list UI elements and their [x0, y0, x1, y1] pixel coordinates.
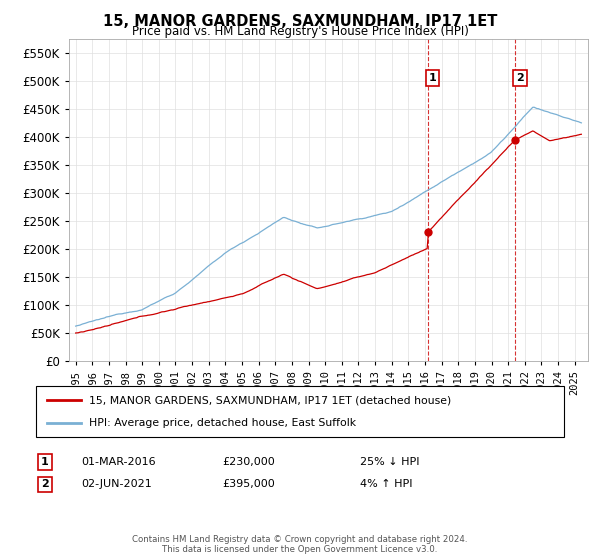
Text: HPI: Average price, detached house, East Suffolk: HPI: Average price, detached house, East… — [89, 418, 356, 428]
Text: 25% ↓ HPI: 25% ↓ HPI — [360, 457, 419, 467]
FancyBboxPatch shape — [36, 386, 564, 437]
Text: 02-JUN-2021: 02-JUN-2021 — [81, 479, 152, 489]
Text: 15, MANOR GARDENS, SAXMUNDHAM, IP17 1ET (detached house): 15, MANOR GARDENS, SAXMUNDHAM, IP17 1ET … — [89, 395, 451, 405]
Text: £230,000: £230,000 — [222, 457, 275, 467]
Text: 2: 2 — [41, 479, 49, 489]
Text: Price paid vs. HM Land Registry's House Price Index (HPI): Price paid vs. HM Land Registry's House … — [131, 25, 469, 38]
Text: 4% ↑ HPI: 4% ↑ HPI — [360, 479, 413, 489]
Text: 2: 2 — [516, 73, 524, 83]
Text: 1: 1 — [429, 73, 437, 83]
Text: Contains HM Land Registry data © Crown copyright and database right 2024.
This d: Contains HM Land Registry data © Crown c… — [132, 535, 468, 554]
Text: 01-MAR-2016: 01-MAR-2016 — [81, 457, 155, 467]
Text: 15, MANOR GARDENS, SAXMUNDHAM, IP17 1ET: 15, MANOR GARDENS, SAXMUNDHAM, IP17 1ET — [103, 14, 497, 29]
Text: 1: 1 — [41, 457, 49, 467]
Text: £395,000: £395,000 — [222, 479, 275, 489]
